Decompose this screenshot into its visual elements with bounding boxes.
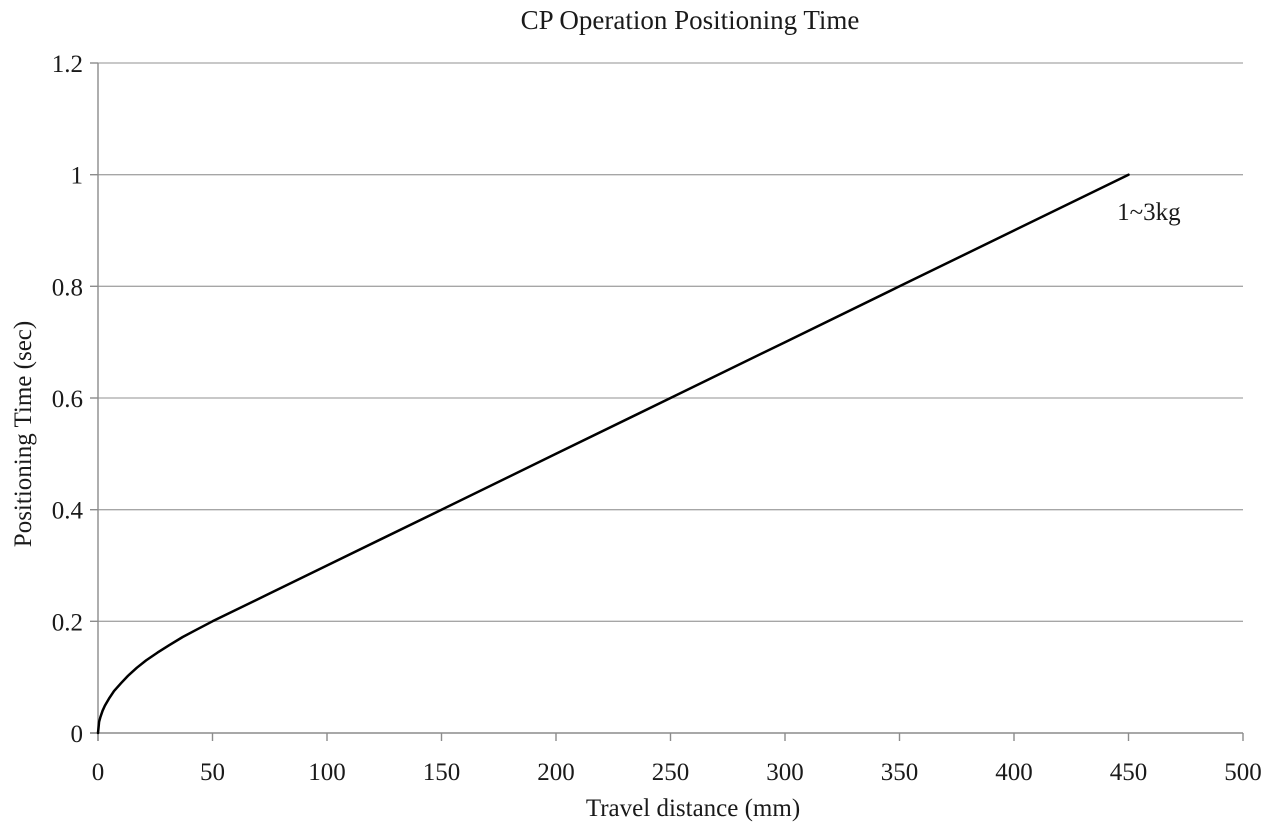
- y-axis-title: Positioning Time (sec): [10, 321, 37, 547]
- x-tick-label: 200: [537, 759, 575, 786]
- y-tick-label: 1.2: [52, 51, 83, 78]
- series-label-1-3kg: 1~3kg: [1117, 199, 1181, 226]
- x-tick-label: 100: [308, 759, 346, 786]
- x-axis-title: Travel distance (mm): [586, 795, 800, 822]
- tick-labels: 0 0.2 0.4 0.6 0.8 1 1.2 0 50 100 150 200 250 300 350 40…: [52, 51, 1261, 786]
- axis-ticks: [90, 62, 1244, 741]
- axes: [90, 63, 1243, 741]
- y-tick-label: 0.6: [52, 386, 83, 413]
- series-line-1-3kg: [96, 173, 1130, 735]
- y-tick-label: 1: [71, 163, 84, 190]
- x-tick-label: 500: [1224, 759, 1261, 786]
- y-tick-label: 0.2: [52, 609, 83, 636]
- x-tick-label: 450: [1110, 759, 1148, 786]
- x-tick-label: 400: [995, 759, 1033, 786]
- y-tick-label: 0.8: [52, 274, 83, 301]
- y-tick-label: 0: [71, 721, 84, 748]
- y-tick-label: 0.4: [52, 498, 84, 525]
- gridlines: [98, 62, 1243, 622]
- x-tick-label: 150: [423, 759, 461, 786]
- x-tick-label: 50: [200, 759, 225, 786]
- x-tick-label: 300: [766, 759, 804, 786]
- chart-title: CP Operation Positioning Time: [521, 5, 860, 35]
- x-tick-label: 250: [652, 759, 690, 786]
- x-tick-label: 0: [92, 759, 105, 786]
- x-tick-label: 350: [881, 759, 919, 786]
